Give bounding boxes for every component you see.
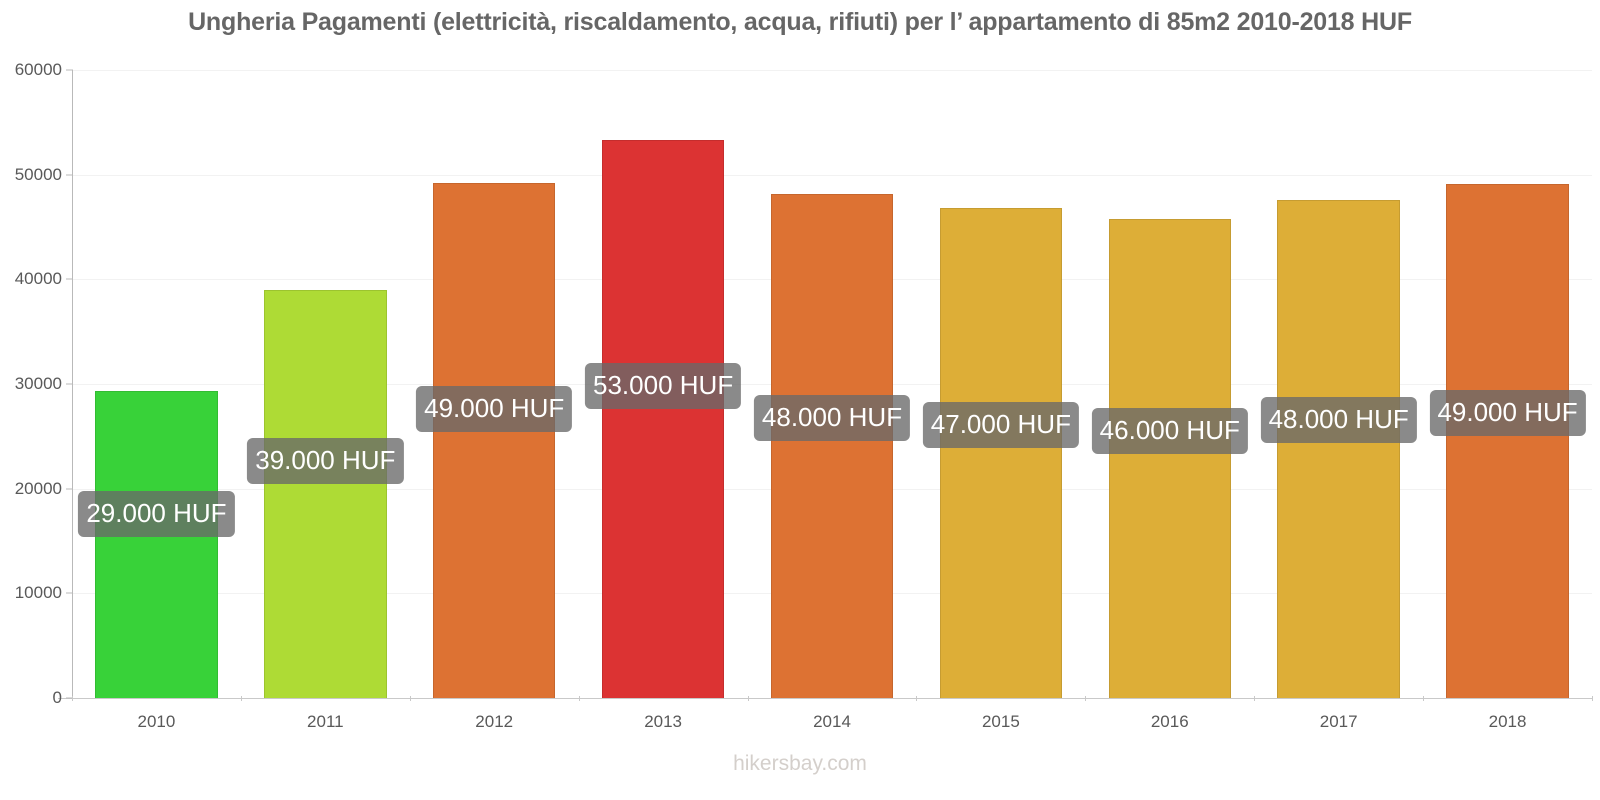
y-axis-tick-label: 50000	[14, 164, 62, 184]
x-axis-tick-label-2012: 2012	[475, 712, 514, 731]
y-axis-tick-mark	[66, 278, 73, 280]
x-axis-tick-label-2014: 2014	[813, 712, 851, 731]
bar-2015[interactable]	[939, 208, 1063, 698]
y-axis-tick-label: 60000	[14, 60, 62, 79]
bar-2018[interactable]	[1446, 184, 1569, 698]
data-label-2014: 48.000 HUF	[753, 395, 911, 441]
y-axis-tick-label: 10000	[14, 583, 62, 603]
data-label-2012: 49.000 HUF	[416, 386, 573, 432]
y-axis-tick-label: 20000	[14, 478, 62, 498]
x-axis-tick-mark	[409, 696, 411, 701]
y-axis-tick-label: 0	[52, 688, 62, 707]
bars-layer	[72, 70, 1592, 698]
bar-2010[interactable]	[95, 391, 218, 698]
x-axis-tick-label-2011: 2011	[307, 712, 344, 731]
x-axis-tick-mark	[916, 696, 918, 701]
x-axis-tick-label-2015: 2015	[981, 712, 1020, 731]
source-watermark: hikersbay.com	[733, 752, 867, 775]
x-axis-tick-label-2017: 2017	[1319, 712, 1358, 731]
bar-2011[interactable]	[264, 289, 387, 698]
bar-2013[interactable]	[601, 140, 725, 698]
x-axis-tick-mark	[1085, 696, 1087, 701]
x-axis-tick-mark	[1592, 696, 1593, 701]
x-axis-tick-label-2018: 2018	[1488, 712, 1527, 731]
data-label-2013: 53.000 HUF	[585, 363, 742, 409]
data-label-2018: 49.000 HUF	[1429, 390, 1586, 436]
data-label-2017: 48.000 HUF	[1260, 397, 1417, 443]
y-axis-tick-label: 30000	[14, 374, 62, 393]
gridline	[72, 70, 1592, 71]
data-label-2016: 46.000 HUF	[1091, 408, 1248, 454]
x-axis-tick-mark	[747, 696, 749, 701]
bar-2016[interactable]	[1108, 218, 1231, 698]
data-label-2010: 29.000 HUF	[78, 491, 235, 537]
x-axis-tick-mark	[1423, 696, 1425, 701]
x-axis-tick-mark	[72, 696, 73, 701]
x-axis-tick-mark	[240, 696, 242, 701]
y-axis-tick-label: 40000	[14, 269, 62, 289]
y-axis-tick-mark	[66, 488, 73, 490]
y-axis-tick-mark	[66, 383, 73, 385]
x-axis-tick-mark	[578, 696, 580, 701]
data-label-2015: 47.000 HUF	[922, 402, 1079, 448]
x-axis-tick-mark	[1254, 696, 1256, 701]
x-axis-tick-label-2016: 2016	[1150, 712, 1189, 731]
x-axis-tick-label-2013: 2013	[644, 712, 683, 731]
y-axis-tick-mark	[66, 697, 73, 699]
data-label-2011: 39.000 HUF	[247, 438, 404, 484]
bar-2017[interactable]	[1277, 199, 1400, 698]
x-axis-tick-label-2010: 2010	[137, 712, 176, 731]
y-axis-tick-mark	[66, 69, 73, 71]
gridline	[72, 174, 1592, 176]
y-axis-tick-mark	[66, 174, 73, 176]
x-axis-ticks	[72, 696, 1593, 701]
x-axis-line	[58, 698, 1592, 699]
bar-2012[interactable]	[433, 183, 556, 698]
chart-title: Ungheria Pagamenti (elettricità, riscald…	[188, 8, 1412, 36]
y-axis-tick-mark	[66, 592, 73, 594]
bar-2014[interactable]	[770, 193, 894, 698]
